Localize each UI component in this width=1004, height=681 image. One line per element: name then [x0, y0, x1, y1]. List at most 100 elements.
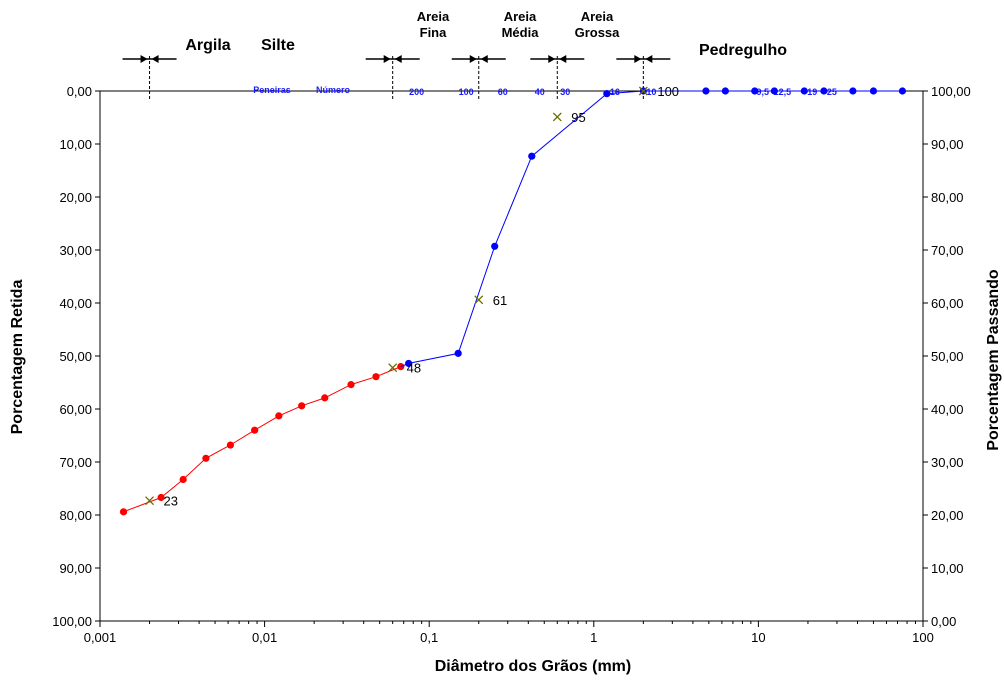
- y-right-tick-label: 60,00: [931, 296, 964, 311]
- data-point: [751, 87, 759, 95]
- data-point: [179, 475, 187, 484]
- data-point: [372, 373, 380, 381]
- sieve-label: 40: [535, 87, 545, 97]
- x-axis-label: Diâmetro dos Grãos (mm): [435, 658, 631, 675]
- marker-label: 23: [164, 494, 178, 509]
- soil-zones-layer: Argila SilteAreiaFinaAreiaMédiaAreiaGross…: [122, 9, 787, 101]
- data-point: [298, 402, 306, 410]
- data-point: [869, 87, 878, 95]
- zone-label: Areia: [504, 9, 537, 24]
- zone-arrowhead: [383, 55, 391, 63]
- zone-label: Areia: [417, 9, 450, 24]
- marker-label: 61: [493, 293, 507, 308]
- data-point: [721, 87, 729, 95]
- zone-label: Argila: [185, 37, 230, 54]
- data-point: [820, 87, 828, 95]
- series-line: [408, 90, 903, 364]
- sieve-label: 100: [459, 87, 474, 97]
- zone-arrowhead: [469, 55, 477, 63]
- data-point: [347, 381, 355, 389]
- x-tick-label: 1: [590, 630, 597, 645]
- y-left-tick-label: 70,00: [59, 455, 92, 470]
- x-tick-label: 0,01: [252, 630, 277, 645]
- sieve-label: Peneiras: [253, 85, 291, 95]
- x-tick-label: 10: [751, 630, 765, 645]
- marker-label: 48: [407, 361, 421, 376]
- data-point: [202, 454, 210, 462]
- y-left-tick-label: 10,00: [59, 137, 92, 152]
- axes-layer: 0,001 0,01 0,1 1 10 1000,0010,0020,0030,0040,…: [52, 84, 971, 645]
- y-right-tick-label: 100,00: [931, 84, 971, 99]
- zone-arrowhead: [548, 55, 556, 63]
- marker-x: [388, 363, 398, 373]
- series-connector: [400, 362, 409, 368]
- y-right-tick-label: 50,00: [931, 349, 964, 364]
- zone-arrowhead: [634, 55, 642, 63]
- zone-label: Média: [502, 25, 540, 40]
- marker-x: [638, 86, 648, 96]
- x-tick-label: 0,001: [84, 630, 117, 645]
- zone-arrowhead: [151, 55, 159, 63]
- y-left-tick-label: 100,00: [52, 614, 92, 629]
- sieve-label: 30: [560, 87, 570, 97]
- data-point: [454, 349, 462, 357]
- zone-arrowhead: [559, 55, 567, 63]
- y-axis-left-label: Porcentagem Retida: [9, 280, 26, 435]
- zone-label: Grossa: [575, 25, 621, 40]
- data-point: [491, 242, 499, 250]
- sieve-label: 16: [610, 87, 620, 97]
- data-point: [849, 87, 857, 95]
- y-left-tick-label: 30,00: [59, 243, 92, 258]
- data-point: [702, 87, 710, 95]
- sieve-label: 10: [646, 87, 656, 97]
- marker-label: 100: [657, 84, 679, 99]
- y-right-tick-label: 70,00: [931, 243, 964, 258]
- markers-layer: 23 48 61 95 100: [145, 84, 679, 509]
- marker-x: [474, 295, 484, 305]
- sieve-labels-layer: Peneiras Número 200 100 60 40 30 16 10 9,5 12,5 19 2…: [253, 85, 837, 97]
- data-point: [528, 152, 536, 160]
- series-line: [123, 366, 401, 513]
- marker-x: [552, 112, 562, 122]
- y-left-tick-label: 0,00: [67, 84, 92, 99]
- y-right-tick-label: 40,00: [931, 402, 964, 417]
- y-left-tick-label: 50,00: [59, 349, 92, 364]
- zone-label: Areia: [581, 9, 614, 24]
- sieve-label: 9,5: [756, 87, 769, 97]
- data-point: [275, 412, 283, 420]
- zone-label: Pedregulho: [699, 42, 787, 59]
- series-layer: [119, 87, 907, 516]
- data-point: [251, 426, 259, 434]
- y-axis-right-label: Porcentagem Passando: [985, 269, 1002, 451]
- x-tick-label: 0,1: [420, 630, 438, 645]
- y-right-tick-label: 0,00: [931, 614, 956, 629]
- y-left-tick-label: 20,00: [59, 190, 92, 205]
- zone-label: Fina: [420, 25, 447, 40]
- data-point: [321, 394, 329, 402]
- y-left-tick-label: 80,00: [59, 508, 92, 523]
- y-right-tick-label: 30,00: [931, 455, 964, 470]
- sieve-label: 19: [807, 87, 817, 97]
- marker-label: 95: [571, 110, 585, 125]
- zone-arrowhead: [140, 55, 148, 63]
- sieve-label: 12,5: [774, 87, 792, 97]
- y-left-tick-label: 90,00: [59, 561, 92, 576]
- zone-arrowhead: [480, 55, 488, 63]
- data-point: [226, 441, 235, 449]
- y-right-tick-label: 10,00: [931, 561, 964, 576]
- zone-label: Silte: [261, 37, 295, 54]
- x-tick-label: 100: [912, 630, 934, 645]
- marker-x: [145, 496, 155, 506]
- y-left-tick-label: 60,00: [59, 402, 92, 417]
- data-point: [119, 508, 128, 516]
- sieve-label: 200: [409, 87, 424, 97]
- y-left-tick-label: 40,00: [59, 296, 92, 311]
- y-right-tick-label: 80,00: [931, 190, 964, 205]
- data-point: [603, 90, 611, 98]
- y-right-tick-label: 20,00: [931, 508, 964, 523]
- data-point: [898, 87, 907, 95]
- sieve-label: Número: [316, 85, 351, 95]
- data-point: [800, 87, 808, 95]
- sieve-label: 60: [498, 87, 508, 97]
